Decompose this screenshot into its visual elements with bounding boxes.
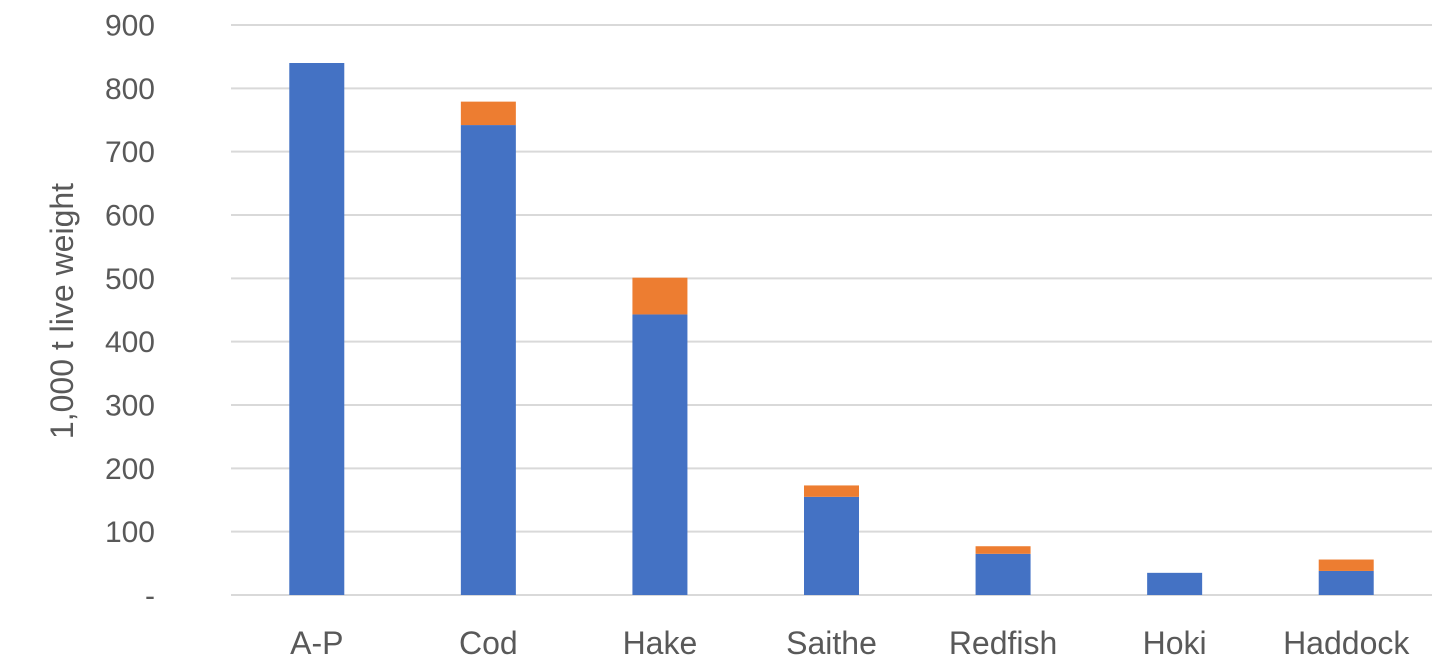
y-tick-label: 100 (105, 516, 155, 549)
bar-haddock-series-1 (1318, 570, 1374, 595)
x-category-label: Hoki (1143, 625, 1207, 661)
y-tick-label: 900 (105, 10, 155, 43)
x-category-label: A-P (290, 625, 343, 661)
x-category-label: Haddock (1283, 625, 1410, 661)
y-tick-label: 800 (105, 73, 155, 106)
y-axis-tick-labels: - 100 200 300 400 500 600 700 800 900 (105, 10, 155, 613)
x-category-label: Saithe (786, 625, 877, 661)
x-axis-category-labels: A-P Cod Hake Saithe Redfish Hoki Haddock (290, 625, 1410, 661)
bar-saithe-series-1 (804, 496, 859, 595)
bar-hake-series-2 (632, 277, 688, 315)
y-tick-label: 400 (105, 326, 155, 359)
y-tick-label: 500 (105, 263, 155, 296)
y-tick-label: 200 (105, 453, 155, 486)
bar-hoki-series-1 (1147, 572, 1203, 595)
x-category-label: Cod (459, 625, 518, 661)
bar-haddock-series-2 (1318, 559, 1374, 571)
y-axis-title: 1,000 t live weight (44, 183, 80, 439)
bar-hake-series-1 (632, 314, 688, 595)
y-tick-label: 300 (105, 390, 155, 423)
gridlines (231, 24, 1432, 596)
y-tick-label: 700 (105, 136, 155, 169)
bar-saithe-series-2 (804, 485, 859, 497)
bar-cod-series-1 (460, 125, 516, 596)
x-category-label: Hake (623, 625, 698, 661)
bar-cod-series-2 (460, 101, 516, 126)
bars (289, 63, 1374, 596)
bar-redfish-series-2 (975, 546, 1031, 554)
y-tick-label: 600 (105, 200, 155, 233)
y-tick-label: - (145, 580, 155, 613)
bar-redfish-series-1 (975, 553, 1031, 595)
x-category-label: Redfish (949, 625, 1058, 661)
bar-a-p-series-1 (289, 63, 345, 595)
